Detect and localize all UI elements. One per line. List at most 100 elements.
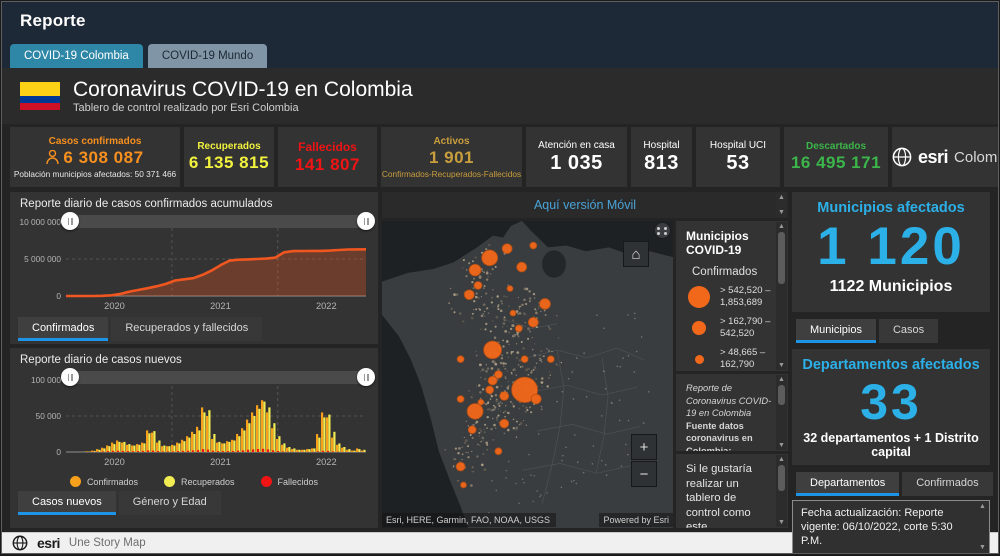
- slider-handle-right[interactable]: [357, 212, 375, 230]
- kpi-casos-confirmados: Casos confirmados 6 308 087 Población mu…: [10, 127, 180, 187]
- slider-handle-left[interactable]: [61, 368, 79, 386]
- update-note: Fecha actualización: Reporte vigente: 06…: [801, 507, 953, 547]
- kpi-hospital-uci: Hospital UCI 53: [696, 127, 780, 187]
- kpi-activos: Activos 1 901 Confirmados-Recuperados-Fa…: [381, 127, 522, 187]
- esri-colombia-logo: esri Colombia: [892, 127, 999, 187]
- attribution-sources: Esri, HERE, Garmin, FAO, NOAA, USGS: [382, 513, 556, 527]
- tab-confirmados-dept[interactable]: Confirmados: [902, 472, 992, 496]
- legend-class-label: > 542,520 – 1,853,689: [720, 285, 770, 309]
- daily-chart-legend: Confirmados Recuperados Fallecidos: [10, 474, 378, 488]
- powered-by-esri: Powered by Esri: [599, 513, 673, 527]
- esri-globe-icon: [12, 535, 28, 551]
- flag-stripe-red: [20, 103, 60, 110]
- svg-text:50 000: 50 000: [36, 411, 62, 421]
- legend-circle-icon: [695, 355, 704, 364]
- dashboard-title-band: Coronavirus COVID-19 en Colombia Tablero…: [2, 68, 998, 124]
- kpi-row: Casos confirmados 6 308 087 Población mu…: [2, 124, 998, 190]
- confirmados-dot-icon: [70, 476, 81, 487]
- kpi-value: 141 807: [295, 155, 360, 175]
- svg-text:5 000 000: 5 000 000: [24, 254, 61, 264]
- departamentos-afectados-panel: Departamentos afectados 33 32 departamen…: [792, 349, 990, 465]
- lake-maracaibo: [542, 250, 566, 277]
- tab-recuperados-fallecidos[interactable]: Recuperados y fallecidos: [111, 317, 262, 341]
- right-column: Municipios afectados 1 120 1122 Municipi…: [792, 192, 990, 528]
- kpi-value: 1 901: [429, 148, 474, 168]
- story-map-label: Une Story Map: [69, 537, 146, 549]
- tab-covid19-colombia[interactable]: COVID-19 Colombia: [10, 44, 143, 68]
- dashboard-title: Coronavirus COVID-19 en Colombia: [73, 78, 413, 101]
- widget-drag-handle-icon[interactable]: [654, 222, 671, 239]
- departamentos-tabs: Departamentos Confirmados: [792, 469, 990, 496]
- chart1-tabs: Confirmados Recuperados y fallecidos: [10, 314, 378, 341]
- svg-text:2022: 2022: [316, 457, 337, 467]
- mobile-version-link[interactable]: Aquí versión Móvil: [534, 198, 636, 212]
- svg-text:100 000: 100 000: [31, 375, 61, 385]
- slider-handle-left[interactable]: [61, 212, 79, 230]
- map-zoom-in-button[interactable]: +: [631, 434, 657, 460]
- map-info-panel: Reporte de Coronavirus COVID-19 en Colom…: [676, 374, 788, 451]
- esri-brand: esri: [37, 535, 60, 551]
- legend-title: Municipios COVID-19: [686, 229, 772, 257]
- legend-circle-icon: [692, 321, 706, 335]
- tab-confirmados[interactable]: Confirmados: [18, 317, 108, 341]
- kpi-value: 6 135 815: [189, 153, 269, 173]
- svg-text:2020: 2020: [104, 457, 125, 467]
- tab-genero-edad[interactable]: Género y Edad: [119, 491, 221, 515]
- stat-value: 33: [792, 373, 990, 431]
- legend-field: Confirmados: [692, 266, 772, 278]
- info-scrollbar[interactable]: ▲▼: [776, 375, 787, 450]
- stat-value: 1 120: [792, 216, 990, 278]
- colombia-flag-icon: [20, 82, 60, 110]
- legend-class-row: > 542,520 – 1,853,689: [686, 285, 772, 309]
- legend-class-row: > 162,790 – 542,520: [686, 316, 772, 340]
- legend-scrollbar[interactable]: ▲▼: [776, 222, 787, 370]
- stat-title: Departamentos afectados: [792, 349, 990, 373]
- slider-handle-right[interactable]: [357, 368, 375, 386]
- map-zoom-out-button[interactable]: −: [631, 461, 657, 487]
- page-title: Reporte: [20, 11, 86, 31]
- flag-stripe-blue: [20, 96, 60, 103]
- svg-text:0: 0: [56, 447, 61, 457]
- municipios-afectados-panel: Municipios afectados 1 120 1122 Municipi…: [792, 192, 990, 312]
- svg-text:2020: 2020: [104, 301, 125, 311]
- update-date-box: Fecha actualización: Reporte vigente: 06…: [792, 500, 990, 554]
- stat-title: Municipios afectados: [792, 192, 990, 216]
- tab-casos-nuevos[interactable]: Casos nuevos: [18, 491, 116, 515]
- top-header: Reporte: [2, 2, 998, 40]
- covid-map[interactable]: ⌂ + − Esri, HERE, Garmin, FAO, NOAA, USG…: [382, 221, 673, 528]
- contact-scrollbar[interactable]: ▲▼: [776, 455, 787, 527]
- map-canvas[interactable]: [382, 221, 673, 528]
- datebox-scrollbar[interactable]: ▲▼: [977, 502, 988, 552]
- tab-covid19-mundo[interactable]: COVID-19 Mundo: [148, 44, 267, 68]
- kpi-value: 6 308 087: [63, 148, 143, 168]
- kpi-value: 53: [726, 152, 749, 175]
- municipios-tabs: Municipios Casos: [792, 316, 990, 343]
- map-home-button[interactable]: ⌂: [623, 241, 649, 267]
- strip-scrollbar[interactable]: ▲▼: [776, 193, 787, 217]
- center-column: Aquí versión Móvil ▲▼: [382, 192, 788, 528]
- kpi-hospital: Hospital 813: [631, 127, 692, 187]
- chart-title: Reporte diario de casos confirmados acum…: [10, 192, 378, 210]
- flag-stripe-yellow: [20, 82, 60, 96]
- legend-label: Confirmados: [87, 477, 138, 487]
- tab-departamentos[interactable]: Departamentos: [796, 472, 899, 496]
- time-range-slider[interactable]: [70, 371, 366, 384]
- kpi-value: 16 495 171: [791, 153, 881, 173]
- tab-casos[interactable]: Casos: [879, 319, 938, 343]
- legend-label: Recuperados: [181, 477, 235, 487]
- chart2-tabs: Casos nuevos Género y Edad: [10, 488, 378, 515]
- info-source-label: Fuente datos coronavirus en Colombia:: [686, 421, 753, 452]
- legend-class-label: > 162,790 – 542,520: [720, 316, 770, 340]
- tab-municipios[interactable]: Municipios: [796, 319, 876, 343]
- time-range-slider[interactable]: [70, 215, 366, 228]
- svg-text:10 000 000: 10 000 000: [19, 217, 61, 227]
- kpi-value: 813: [644, 152, 679, 175]
- legend-label: Fallecidos: [278, 477, 319, 487]
- legend-class-row: > 48,665 – 162,790: [686, 347, 772, 371]
- chart-title: Reporte diario de casos nuevos: [10, 348, 378, 366]
- stat-subtitle: 1122 Municipios: [792, 278, 990, 296]
- top-tabstrip: COVID-19 Colombia COVID-19 Mundo: [2, 40, 998, 68]
- left-column: Reporte diario de casos confirmados acum…: [10, 192, 378, 528]
